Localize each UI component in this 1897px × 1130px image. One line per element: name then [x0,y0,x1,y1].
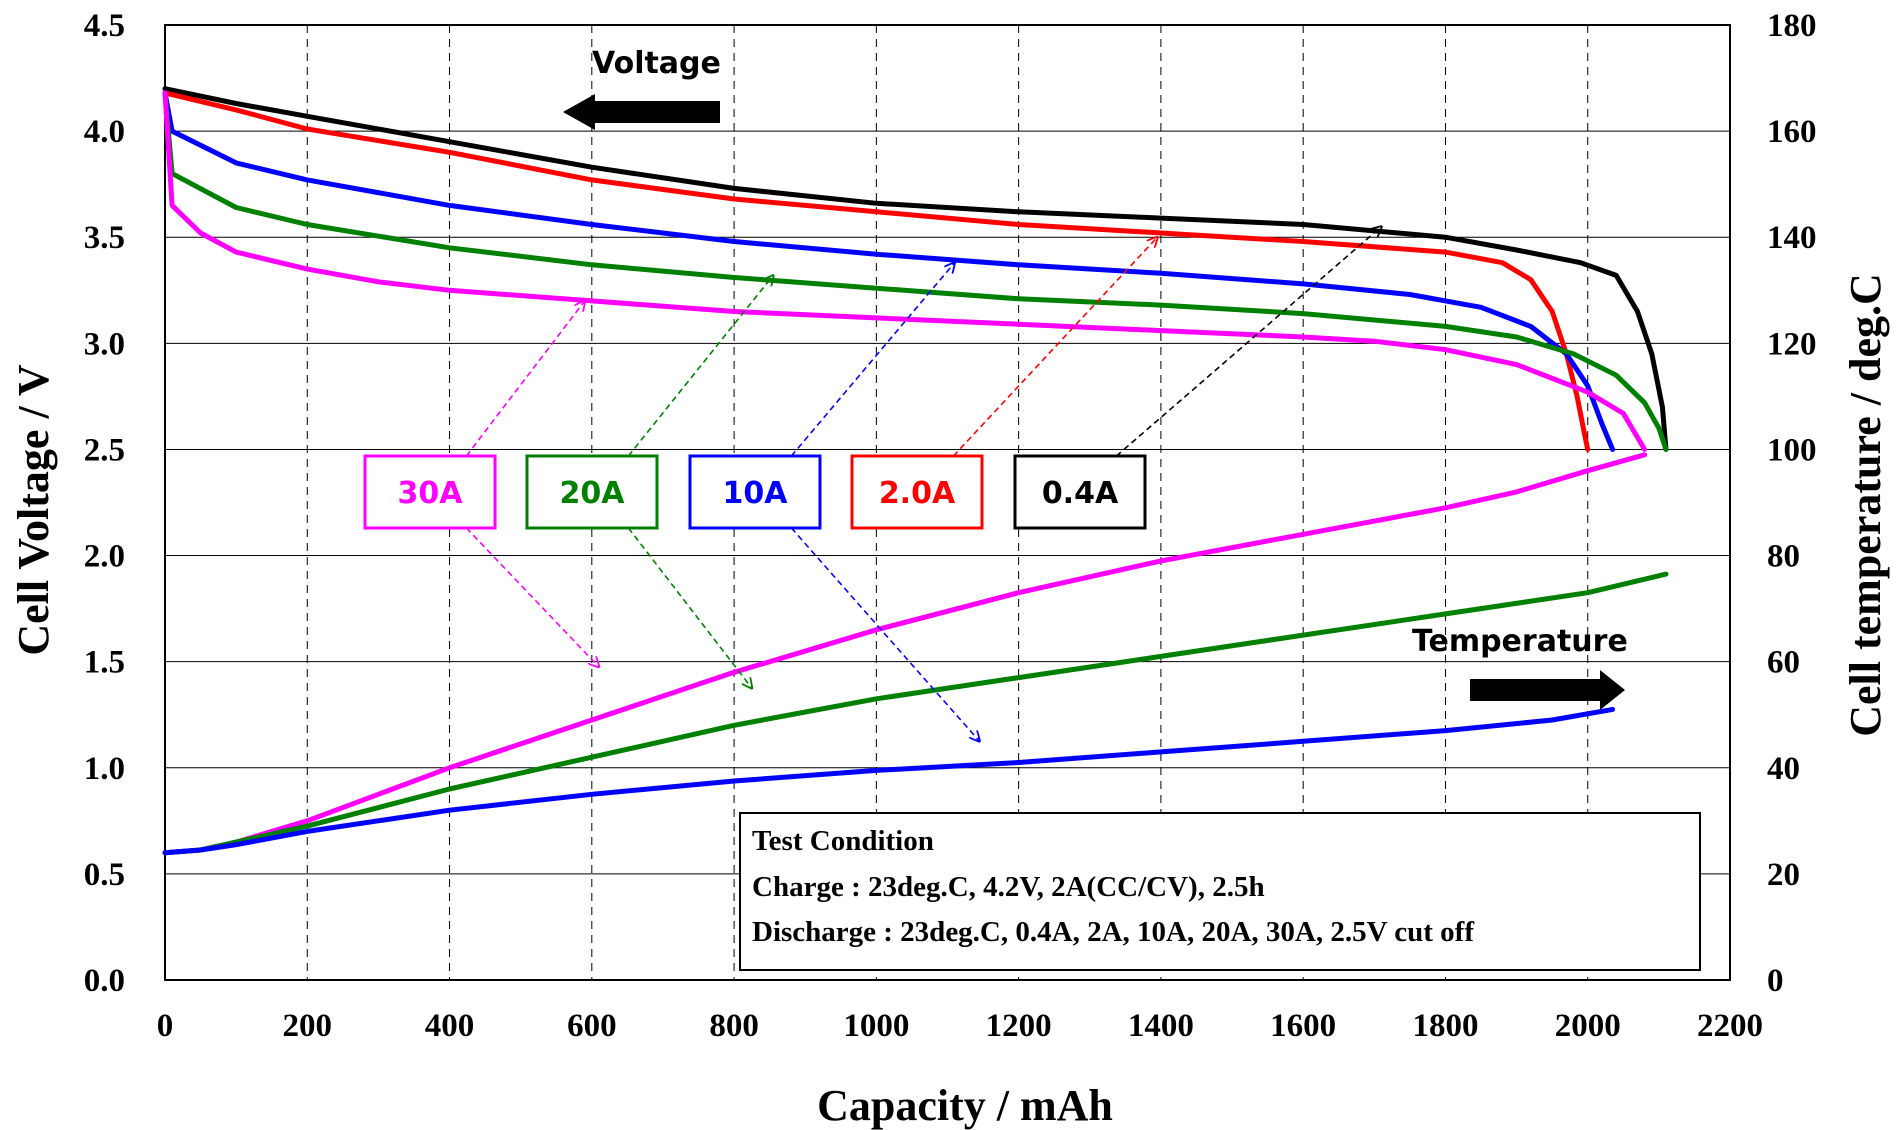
y-tick-label: 4.0 [84,114,125,150]
y2-tick-label: 140 [1767,220,1817,256]
annotation-layer [465,227,1381,742]
test-condition-box: Test Condition Charge : 23deg.C, 4.2V, 2… [739,812,1701,971]
legend-box [363,454,497,530]
series-voltage-20A [162,90,1669,452]
legend-label: 0.4A [1042,476,1119,511]
y-tick-label: 4.5 [84,8,125,44]
legend-label: 2.0A [879,476,956,511]
series-temperature-20A [162,571,1669,856]
y2-tick-label: 80 [1767,539,1800,575]
x-tick-label: 1800 [1412,1008,1478,1044]
legend-pointer-voltage [790,263,954,457]
y2-axis-title: Cell temperature / deg.C [1841,273,1890,737]
legend-box [688,454,822,530]
series-voltage-0_4A [162,86,1669,452]
y2-tick-label: 100 [1767,432,1817,468]
y-tick-label: 1.5 [84,645,125,681]
voltage-arrow-icon [563,94,720,130]
y2-tick-label: 60 [1767,645,1800,681]
y-tick-label: 0.0 [84,963,125,999]
legend-item: 30A [363,454,497,530]
legend-item: 0.4A [1013,454,1147,530]
test-condition-charge: Charge : 23deg.C, 4.2V, 2A(CC/CV), 2.5h [752,871,1265,903]
x-tick-label: 800 [709,1008,759,1044]
test-condition-title: Test Condition [752,825,934,857]
series-temperature-30A [162,452,1648,856]
y-axis-title: Cell Voltage / V [9,364,58,656]
x-tick-label: 400 [425,1008,475,1044]
test-condition-discharge: Discharge : 23deg.C, 0.4A, 2A, 10A, 20A,… [752,916,1474,948]
y2-tick-label: 160 [1767,114,1817,150]
legend-item: 2.0A [850,454,984,530]
x-tick-label: 0 [157,1008,174,1044]
y-tick-label: 1.0 [84,751,125,787]
x-tick-label: 1600 [1270,1008,1336,1044]
x-tick-label: 1200 [986,1008,1052,1044]
legend-item: 20A [525,454,659,530]
legend-pointer-voltage [952,237,1157,457]
y-tick-label: 3.5 [84,220,125,256]
legend: 30A 20A 10A 2.0A 0.4A [363,454,1147,530]
x-tick-label: 600 [567,1008,617,1044]
legend-pointer-temperature [790,527,979,741]
series-layer [162,86,1669,856]
legend-box [525,454,659,530]
y-tick-label: 2.5 [84,432,125,468]
legend-pointer-temperature [627,527,751,688]
series-temperature-10A [162,706,1616,856]
legend-label: 20A [560,476,626,511]
temperature-arrow-icon [1470,670,1625,710]
y2-tick-label: 40 [1767,751,1800,787]
x-tick-label: 1400 [1128,1008,1194,1044]
series-voltage-10A [162,90,1616,452]
x-tick-label: 200 [283,1008,333,1044]
temperature-annotation: Temperature [1412,624,1628,659]
y2-tick-label: 20 [1767,857,1800,893]
x-axis-title: Capacity / mAh [817,1081,1113,1130]
legend-item: 10A [688,454,822,530]
x-tick-label: 2000 [1555,1008,1621,1044]
legend-label: 30A [398,476,464,511]
y2-tick-label: 180 [1767,8,1817,44]
y-tick-label: 2.0 [84,539,125,575]
legend-pointer-voltage [1115,227,1381,457]
x-tick-label: 2200 [1697,1008,1763,1044]
legend-label: 10A [723,476,789,511]
legend-box [1013,454,1147,530]
y2-tick-label: 0 [1767,963,1784,999]
plot-area-frame [164,24,1731,981]
y-tick-label: 3.0 [84,326,125,362]
voltage-annotation: Voltage [592,46,721,81]
legend-pointer-voltage [627,275,773,457]
x-tick-label: 1000 [843,1008,909,1044]
y2-tick-label: 120 [1767,326,1817,362]
legend-pointer-voltage [465,301,584,457]
tick-labels: 0.0 0.5 1.0 1.5 2.0 2.5 3.0 3.5 4.0 4.5 0 20 40 60 80 1… [84,8,1817,1044]
y-tick-label: 0.5 [84,857,125,893]
series-voltage-30A [162,90,1648,452]
legend-box [850,454,984,530]
legend-pointer-temperature [465,527,599,667]
